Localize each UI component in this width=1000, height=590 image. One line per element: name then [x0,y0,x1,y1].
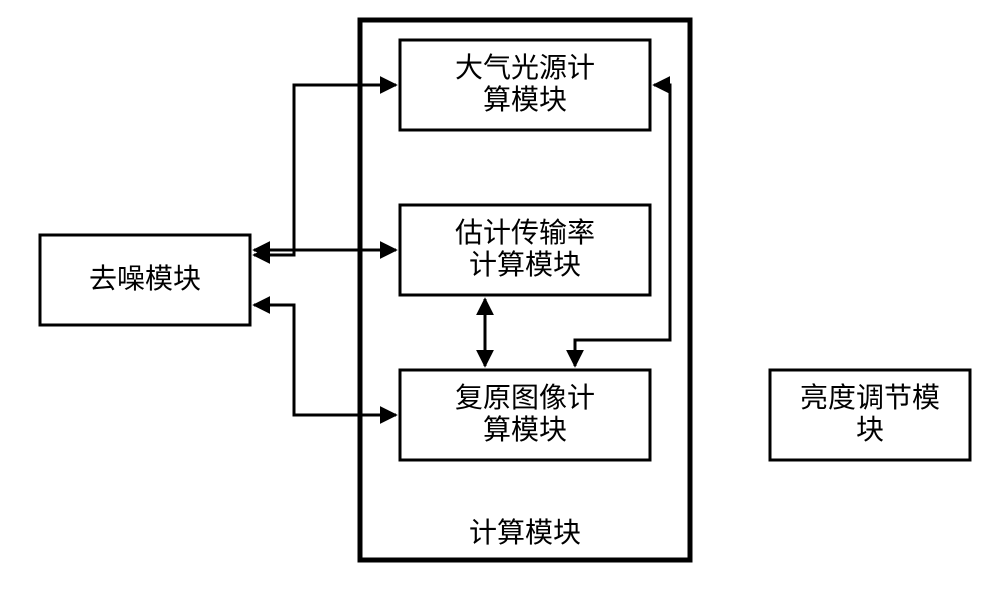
node-denoise-label-line-0: 去噪模块 [89,263,201,295]
container-label: 计算模块 [469,517,581,549]
node-restored-image-label-line-0: 复原图像计 [455,382,595,414]
node-atmospheric-light-label-line-0: 大气光源计 [455,52,595,84]
edge-denoise-atmos [254,85,396,255]
node-brightness-adjust-label-line-1: 块 [856,415,884,446]
node-brightness-adjust-label-line-0: 亮度调节模 [800,382,940,414]
node-transmission-estimate-label-line-0: 估计传输率 [455,217,595,249]
node-transmission-estimate-label-line-1: 计算模块 [469,249,581,281]
node-restored-image-label-line-1: 算模块 [483,414,567,446]
edge-denoise-restore [254,305,396,415]
node-atmospheric-light-label-line-1: 算模块 [483,84,567,116]
